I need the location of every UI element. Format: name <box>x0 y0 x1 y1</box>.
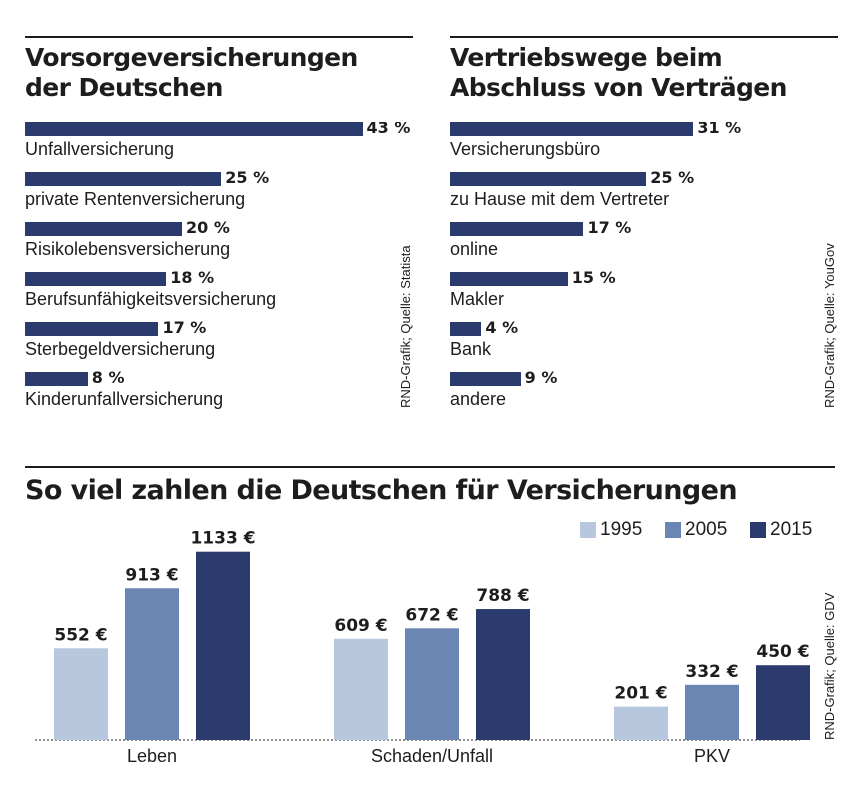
bar-value-label: 25 % <box>225 168 270 187</box>
column-value-label: 913 € <box>125 565 178 585</box>
bar <box>25 322 159 336</box>
bar-value-label: 17 % <box>162 318 207 337</box>
legend-swatch <box>750 522 766 538</box>
bar <box>450 272 568 286</box>
column-bar <box>196 551 250 740</box>
bar-row: 20 % Risikolebensversicherung <box>25 218 425 266</box>
column-category-label: Leben <box>127 746 177 766</box>
bar-category-label: zu Hause mit dem Vertreter <box>450 189 670 209</box>
column-bar <box>125 588 179 740</box>
column-value-label: 332 € <box>685 662 738 682</box>
column-value-label: 450 € <box>756 642 809 662</box>
bar-value-label: 4 % <box>485 318 519 337</box>
column-value-label: 672 € <box>405 605 458 625</box>
bar <box>450 122 694 136</box>
legend-label: 1995 <box>600 519 643 540</box>
bar-category-label: andere <box>450 389 507 409</box>
bar-row: 4 % Bank <box>450 318 850 366</box>
column-value-label: 552 € <box>54 625 107 645</box>
legend-swatch <box>665 522 681 538</box>
vorsorge-bar-chart: 43 % Unfallversicherung 25 % private Renten… <box>25 122 425 422</box>
column-bar <box>476 609 530 740</box>
column-category-label: Schaden/Unfall <box>371 746 493 766</box>
column-bar <box>614 706 668 740</box>
chart-title-vorsorge: Vorsorgeversicherungen der Deutschen <box>25 43 358 102</box>
bar <box>25 372 88 386</box>
chart-title-zahlen: So viel zahlen die Deutschen für Versich… <box>25 475 738 506</box>
chart-legend: 1995 2005 2015 <box>580 518 825 544</box>
bar <box>25 122 363 136</box>
column-bar <box>405 628 459 740</box>
bar-category-label: Bank <box>450 339 492 359</box>
source-note-gdv: RND-Grafik; Quelle: GDV <box>822 592 837 740</box>
bar-category-label: Berufsunfähigkeitsversicherung <box>25 289 277 309</box>
column-value-label: 201 € <box>614 684 667 704</box>
source-note-statista: RND-Grafik; Quelle: Statista <box>398 245 413 408</box>
bar-value-label: 18 % <box>170 268 215 287</box>
bar-row: 25 % private Rentenversicherung <box>25 168 425 216</box>
bar <box>25 272 167 286</box>
bar-value-label: 31 % <box>697 122 742 137</box>
bar <box>450 222 584 236</box>
top-right-rule <box>450 36 838 38</box>
bar-row: 31 % Versicherungsbüro <box>450 122 850 166</box>
vertrieb-bar-chart: 31 % Versicherungsbüro 25 % zu Hause mit de… <box>450 122 850 422</box>
bar-value-label: 25 % <box>650 168 695 187</box>
bar-value-label: 17 % <box>587 218 632 237</box>
bar <box>450 172 647 186</box>
bar-row: 17 % Sterbegeldversicherung <box>25 318 425 366</box>
bar-value-label: 8 % <box>91 368 125 387</box>
column-value-label: 609 € <box>334 616 387 636</box>
bar <box>25 172 222 186</box>
bar-row: 8 % Kinderunfallversicherung <box>25 368 425 416</box>
column-bar <box>334 638 388 740</box>
bar-category-label: Kinderunfallversicherung <box>25 389 224 409</box>
bar-row: 9 % andere <box>450 368 850 416</box>
bar-value-label: 43 % <box>366 122 411 137</box>
bar-row: 18 % Berufsunfähigkeitsversicherung <box>25 268 425 316</box>
bar-row: 17 % online <box>450 218 850 266</box>
bar-category-label: Risikolebensversicherung <box>25 239 231 259</box>
column-bar <box>685 684 739 740</box>
bar-row: 25 % zu Hause mit dem Vertreter <box>450 168 850 216</box>
legend-label: 2005 <box>685 519 728 540</box>
bar-row: 15 % Makler <box>450 268 850 316</box>
bar <box>25 222 182 236</box>
column-value-label: 1133 € <box>190 529 255 549</box>
bar-category-label: private Rentenversicherung <box>25 189 246 209</box>
source-note-yougov: RND-Grafik; Quelle: YouGov <box>822 243 837 408</box>
top-left-rule <box>25 36 413 38</box>
column-category-label: PKV <box>694 746 730 766</box>
bar <box>450 372 521 386</box>
bar-row: 43 % Unfallversicherung <box>25 122 425 166</box>
bar-value-label: 15 % <box>571 268 616 287</box>
bar-value-label: 9 % <box>524 368 558 387</box>
column-value-label: 788 € <box>476 586 529 606</box>
bar-category-label: Versicherungsbüro <box>450 139 601 159</box>
legend-label: 2015 <box>770 519 813 540</box>
bar-category-label: Makler <box>450 289 505 309</box>
bar-category-label: Unfallversicherung <box>25 139 175 159</box>
bar <box>450 322 482 336</box>
chart-title-vertrieb: Vertriebswege beim Abschluss von Verträg… <box>450 43 787 102</box>
column-bar <box>54 648 108 740</box>
column-bar <box>756 665 810 740</box>
bottom-section-rule <box>25 466 835 468</box>
bar-category-label: Sterbegeldversicherung <box>25 339 216 359</box>
bar-category-label: online <box>450 239 499 259</box>
bar-value-label: 20 % <box>186 218 230 237</box>
legend-swatch <box>580 522 596 538</box>
